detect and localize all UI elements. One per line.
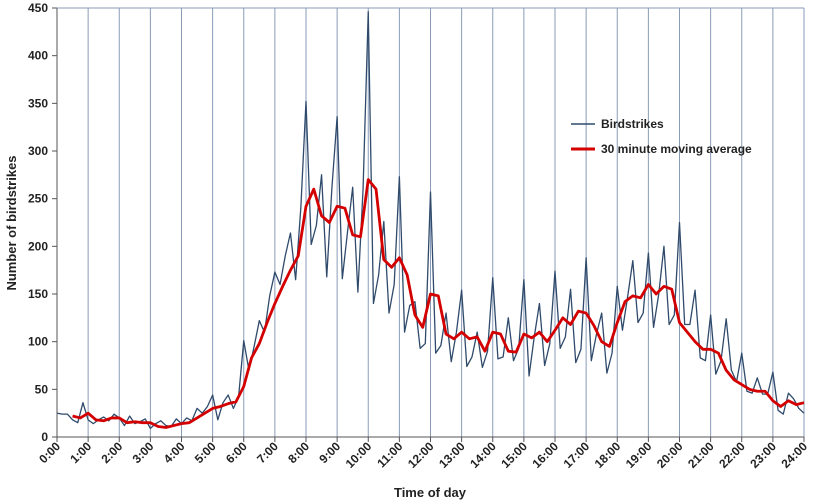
x-tick-label: 18:00	[592, 439, 624, 471]
x-tick-label: 1:00	[67, 439, 94, 466]
y-axis-ticks: 0 50 100 150 200 250 300 350 400 450	[28, 1, 57, 444]
x-tick-label: 10:00	[343, 439, 375, 471]
x-tick-label: 17:00	[561, 439, 593, 471]
series-line-moving-average	[72, 178, 805, 429]
axes	[56, 7, 804, 438]
y-tick-label: 250	[28, 192, 48, 206]
y-tick-label: 400	[28, 49, 48, 63]
x-tick-label: 7:00	[254, 439, 281, 466]
y-tick-label: 450	[28, 1, 48, 15]
x-tick-label: 2:00	[98, 439, 125, 466]
legend-label-moving-average: 30 minute moving average	[601, 142, 752, 156]
x-tick-label: 12:00	[405, 439, 437, 471]
x-tick-label: 6:00	[223, 439, 250, 466]
x-tick-label: 4:00	[161, 439, 188, 466]
y-tick-label: 300	[28, 144, 48, 158]
x-axis-ticks: 0:00 1:00 2:00 3:00 4:00 5:00 6:00 7:00 8:00 9:00…	[36, 437, 810, 471]
y-tick-label: 150	[28, 287, 48, 301]
x-tick-label: 24:00	[779, 439, 811, 471]
x-axis-title: Time of day	[394, 485, 467, 500]
x-tick-label: 3:00	[130, 439, 157, 466]
y-tick-label: 200	[28, 239, 48, 253]
x-tick-label: 5:00	[192, 439, 219, 466]
x-tick-label: 0:00	[36, 439, 63, 466]
y-tick-label: 0	[41, 430, 48, 444]
legend-label-birdstrikes: Birdstrikes	[601, 117, 664, 131]
y-axis-title: Number of birdstrikes	[4, 155, 19, 290]
gridlines	[56, 8, 805, 437]
y-tick-label: 50	[35, 382, 49, 396]
x-tick-label: 16:00	[530, 439, 562, 471]
x-tick-label: 19:00	[623, 439, 655, 471]
x-tick-label: 21:00	[685, 439, 717, 471]
series-lines	[56, 11, 805, 430]
x-tick-label: 8:00	[285, 439, 312, 466]
x-tick-label: 14:00	[467, 439, 499, 471]
x-tick-label: 9:00	[316, 439, 343, 466]
x-tick-label: 13:00	[436, 439, 468, 471]
x-tick-label: 11:00	[374, 439, 405, 470]
x-tick-label: 15:00	[498, 439, 530, 471]
x-tick-label: 22:00	[716, 439, 748, 471]
y-tick-label: 350	[28, 96, 48, 110]
x-tick-label: 20:00	[654, 439, 686, 471]
x-tick-label: 23:00	[747, 439, 779, 471]
legend: Birdstrikes 30 minute moving average	[571, 117, 752, 156]
y-tick-label: 100	[28, 335, 48, 349]
